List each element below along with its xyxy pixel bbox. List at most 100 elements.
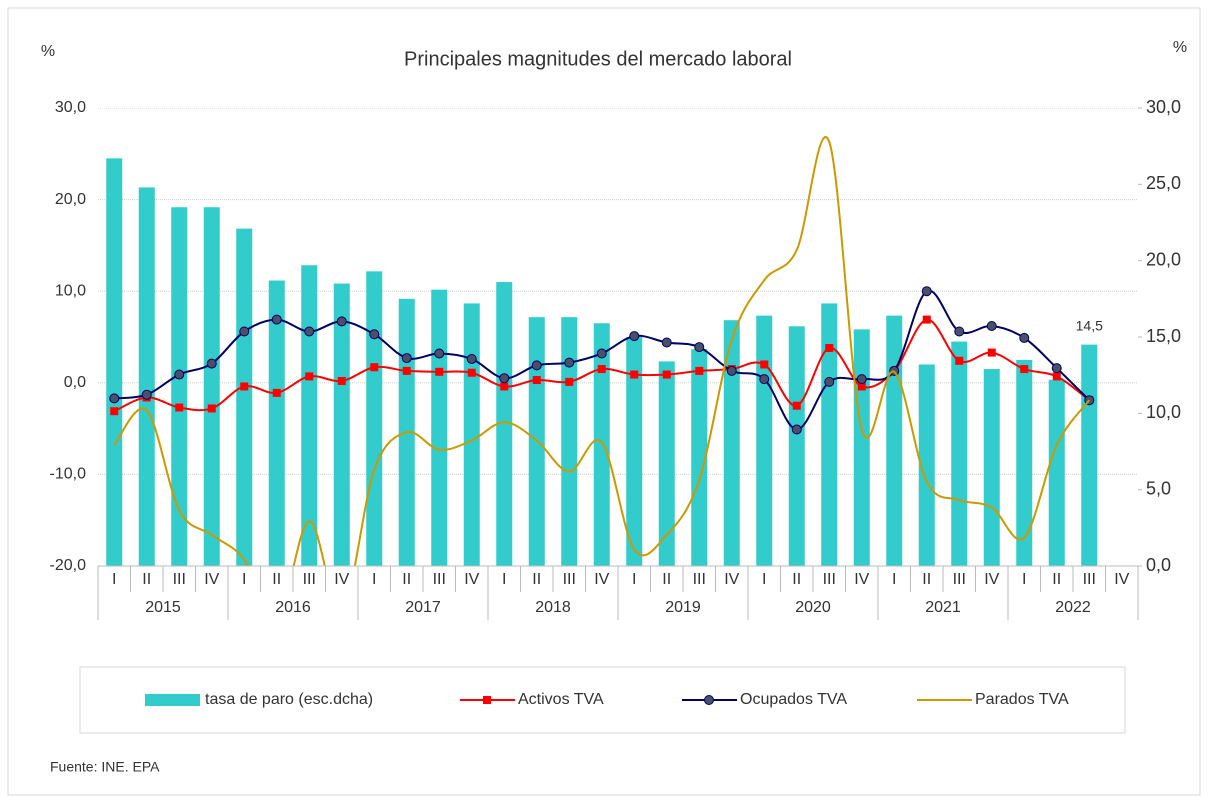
- marker: [1020, 365, 1029, 374]
- source: Fuente: INE. EPA: [50, 759, 160, 775]
- x-tick-label: IV: [984, 571, 999, 588]
- bar: [236, 228, 253, 566]
- marker: [630, 370, 639, 379]
- bar: [171, 207, 188, 566]
- bar: [723, 320, 740, 566]
- bar: [1048, 379, 1065, 566]
- legend-label: Ocupados TVA: [740, 691, 847, 708]
- marker: [304, 326, 315, 337]
- marker: [305, 372, 314, 381]
- bar: [886, 315, 903, 566]
- x-tick-label: IV: [334, 571, 349, 588]
- marker: [531, 360, 542, 371]
- x-tick-label: III: [823, 571, 836, 588]
- marker: [401, 353, 412, 364]
- marker: [565, 377, 574, 386]
- legend-marker: [483, 696, 491, 704]
- x-tick-label: II: [922, 571, 931, 588]
- x-group-label: 2022: [1055, 599, 1091, 616]
- bar: [366, 271, 383, 566]
- marker: [954, 326, 965, 337]
- x-tick-label: II: [272, 571, 281, 588]
- line: [113, 136, 1091, 566]
- marker: [596, 348, 607, 359]
- x-tick-label: II: [532, 571, 541, 588]
- x-tick-label: III: [953, 571, 966, 588]
- bar: [301, 265, 318, 566]
- marker: [109, 393, 120, 404]
- y2-tick-label: 0,0: [1146, 555, 1171, 575]
- marker: [174, 369, 185, 380]
- marker: [337, 376, 346, 385]
- marker: [1052, 372, 1061, 381]
- marker: [435, 367, 444, 376]
- chart-title: Principales magnitudes del mercado labor…: [404, 48, 792, 70]
- x-group-label: 2016: [275, 599, 311, 616]
- x-tick-label: I: [1022, 571, 1026, 588]
- x-tick-label: II: [662, 571, 671, 588]
- x-tick-label: IV: [204, 571, 219, 588]
- marker: [271, 314, 282, 325]
- marker: [597, 365, 606, 374]
- x-tick-label: I: [372, 571, 376, 588]
- marker: [239, 326, 250, 337]
- x-group-label: 2019: [665, 599, 701, 616]
- y2-tick-label: 30,0: [1146, 97, 1181, 117]
- marker: [532, 376, 541, 385]
- marker: [824, 376, 835, 387]
- bar: [951, 341, 968, 566]
- x-tick-label: IV: [724, 571, 739, 588]
- bar: [918, 364, 935, 566]
- y-tick-label: 10,0: [55, 282, 86, 299]
- marker: [1051, 363, 1062, 374]
- x-tick-label: I: [632, 571, 636, 588]
- x-tick-label: III: [563, 571, 576, 588]
- marker: [141, 389, 152, 400]
- marker: [499, 373, 510, 384]
- marker: [791, 424, 802, 435]
- marker: [694, 342, 705, 353]
- y-tick-label: -20,0: [50, 557, 87, 574]
- bar: [333, 283, 350, 566]
- x-tick-label: IV: [594, 571, 609, 588]
- marker: [207, 404, 216, 413]
- y2-tick-label: 10,0: [1146, 402, 1181, 422]
- bar: [983, 369, 1000, 566]
- bar: [1016, 359, 1033, 566]
- bar: [658, 361, 675, 566]
- bar: [106, 158, 123, 566]
- bar: [1081, 344, 1098, 566]
- marker: [825, 343, 834, 352]
- marker: [759, 374, 770, 385]
- legend-label: Activos TVA: [518, 691, 604, 708]
- y2-tick-label: 15,0: [1146, 326, 1181, 346]
- x-tick-label: IV: [854, 571, 869, 588]
- x-tick-label: I: [242, 571, 246, 588]
- bar: [626, 337, 643, 566]
- bar: [496, 282, 513, 566]
- y2-tick-label: 20,0: [1146, 249, 1181, 269]
- legend-marker: [704, 695, 714, 705]
- bar: [756, 315, 773, 566]
- marker: [856, 374, 867, 385]
- marker: [272, 388, 281, 397]
- y2-tick-label: 5,0: [1146, 478, 1171, 498]
- marker: [922, 315, 931, 324]
- marker: [466, 353, 477, 364]
- y2-tick-label: 25,0: [1146, 173, 1181, 193]
- marker: [240, 382, 249, 391]
- legend-label: Parados TVA: [975, 691, 1069, 708]
- marker: [857, 382, 866, 391]
- marker: [110, 407, 119, 416]
- x-tick-label: IV: [464, 571, 479, 588]
- x-tick-label: I: [502, 571, 506, 588]
- marker: [661, 337, 672, 348]
- data-label: 14,5: [1076, 317, 1103, 333]
- marker: [921, 286, 932, 297]
- bar: [593, 323, 610, 566]
- marker: [206, 358, 217, 369]
- x-tick-label: IV: [1114, 571, 1129, 588]
- bar: [561, 317, 578, 566]
- x-tick-label: III: [693, 571, 706, 588]
- y-axis-label: %: [41, 43, 55, 60]
